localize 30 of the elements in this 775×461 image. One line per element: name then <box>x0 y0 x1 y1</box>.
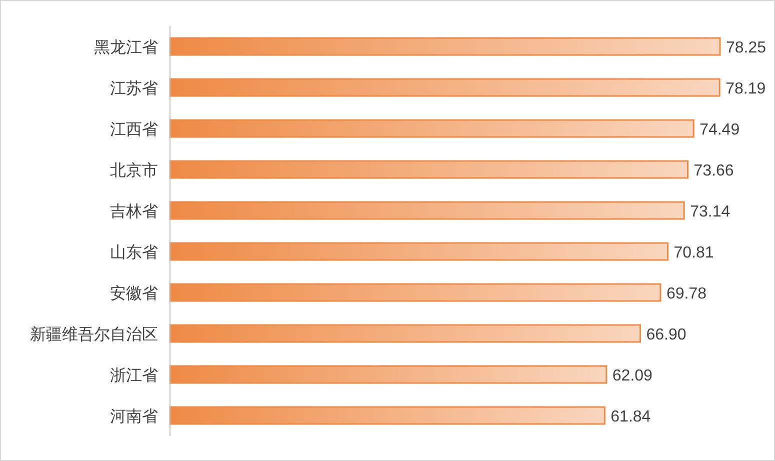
data-label: 66.90 <box>646 326 686 344</box>
bar <box>169 242 668 261</box>
y-tick-label: 浙江省 <box>110 366 158 384</box>
y-tick-label: 安徽省 <box>110 284 158 302</box>
data-label: 61.84 <box>610 408 651 426</box>
data-label: 69.78 <box>666 286 707 302</box>
bar <box>169 201 685 220</box>
y-tick-label: 黑龙江省 <box>94 38 158 56</box>
data-label: 73.14 <box>690 204 730 220</box>
bar <box>169 406 606 425</box>
data-label: 78.19 <box>726 80 766 98</box>
bar <box>169 283 662 302</box>
y-tick-label: 江苏省 <box>110 78 158 98</box>
bar <box>169 119 694 138</box>
y-tick-label: 北京市 <box>110 160 158 180</box>
data-label: 78.25 <box>726 40 766 56</box>
y-tick-label: 新疆维吾尔自治区 <box>30 324 158 344</box>
bar <box>169 365 608 384</box>
data-label: 74.49 <box>700 122 740 138</box>
data-label: 73.66 <box>694 162 734 180</box>
y-tick-label: 吉林省 <box>110 202 158 220</box>
data-label: 70.81 <box>674 244 714 262</box>
bar <box>169 324 641 343</box>
y-tick-label: 山东省 <box>110 242 158 262</box>
bar <box>169 37 721 56</box>
bar <box>169 160 688 179</box>
bar <box>169 78 720 97</box>
data-label: 62.09 <box>612 368 653 384</box>
y-tick-label: 江西省 <box>110 120 158 138</box>
y-tick-label: 河南省 <box>110 406 158 426</box>
